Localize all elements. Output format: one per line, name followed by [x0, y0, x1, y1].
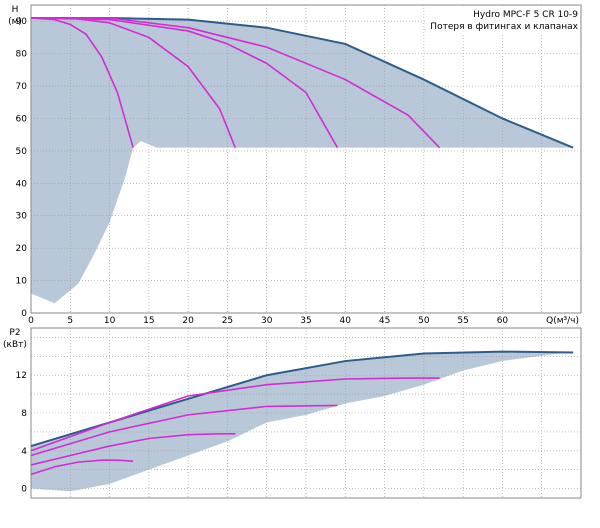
envelope-line	[31, 16, 574, 149]
legend-title: Hydro MPC-F 5 CR 10-9	[473, 10, 578, 20]
plot-frame	[30, 327, 582, 499]
x-tick-label: 0	[28, 316, 34, 326]
y-tick-label: 8	[21, 409, 27, 419]
series-line-1	[30, 459, 134, 476]
y-axis-unit: (м)	[8, 17, 22, 27]
head-curve-panel: 0 10 20 30 40 50 60 70 80 90 0 5 10 15 20 25 30 35 40 45 50 5…	[8, 4, 582, 326]
x-tick-label: 20	[182, 316, 194, 326]
y-axis-label: H	[12, 5, 19, 15]
x-tick-label: 35	[300, 316, 311, 326]
y-tick-label: 40	[16, 179, 28, 189]
series-line-3	[30, 17, 339, 149]
series-line-2	[30, 432, 236, 466]
operating-area	[31, 351, 574, 492]
x-tick-label: 40	[340, 316, 352, 326]
series-line-3	[30, 404, 338, 457]
y-tick-label: 4	[21, 447, 27, 457]
x-tick-label: 25	[222, 316, 233, 326]
y-tick-label: 70	[16, 82, 28, 92]
x-tick-label: 15	[143, 316, 154, 326]
legend-box	[426, 6, 580, 33]
legend-subtitle: Потеря в фитингах и клапанах	[430, 22, 578, 32]
series-line-4	[31, 17, 441, 149]
y-tick-label: 60	[16, 114, 28, 124]
x-axis-label: Q(м³/ч)	[546, 316, 579, 326]
y-tick-label: 90	[16, 17, 28, 27]
plot-frame	[30, 4, 582, 314]
y-tick-label: 0	[21, 485, 27, 495]
x-tick-label: 60	[497, 316, 509, 326]
grid	[31, 328, 581, 498]
y-axis-unit: (кВт)	[3, 340, 27, 350]
grid	[31, 5, 581, 313]
power-curve-panel: 0 4 8 12 P2 (кВт)	[3, 327, 582, 499]
operating-area	[31, 17, 574, 304]
y-tick-label: 30	[16, 212, 28, 222]
x-tick-label: 50	[418, 316, 430, 326]
x-tick-label: 45	[379, 316, 390, 326]
y-tick-label: 20	[16, 244, 28, 254]
series-line-4	[30, 377, 440, 452]
x-tick-label: 10	[104, 316, 116, 326]
series-line-1	[30, 17, 134, 148]
y-tick-label: 12	[16, 371, 27, 381]
x-tick-label: 30	[261, 316, 273, 326]
y-tick-label: 50	[16, 147, 28, 157]
y-tick-label: 80	[16, 50, 28, 60]
y-tick-label: 0	[21, 309, 27, 319]
y-axis-label: P2	[9, 328, 20, 338]
y-tick-label: 10	[16, 277, 28, 287]
x-tick-label: 55	[457, 316, 468, 326]
x-tick-label: 5	[67, 316, 73, 326]
